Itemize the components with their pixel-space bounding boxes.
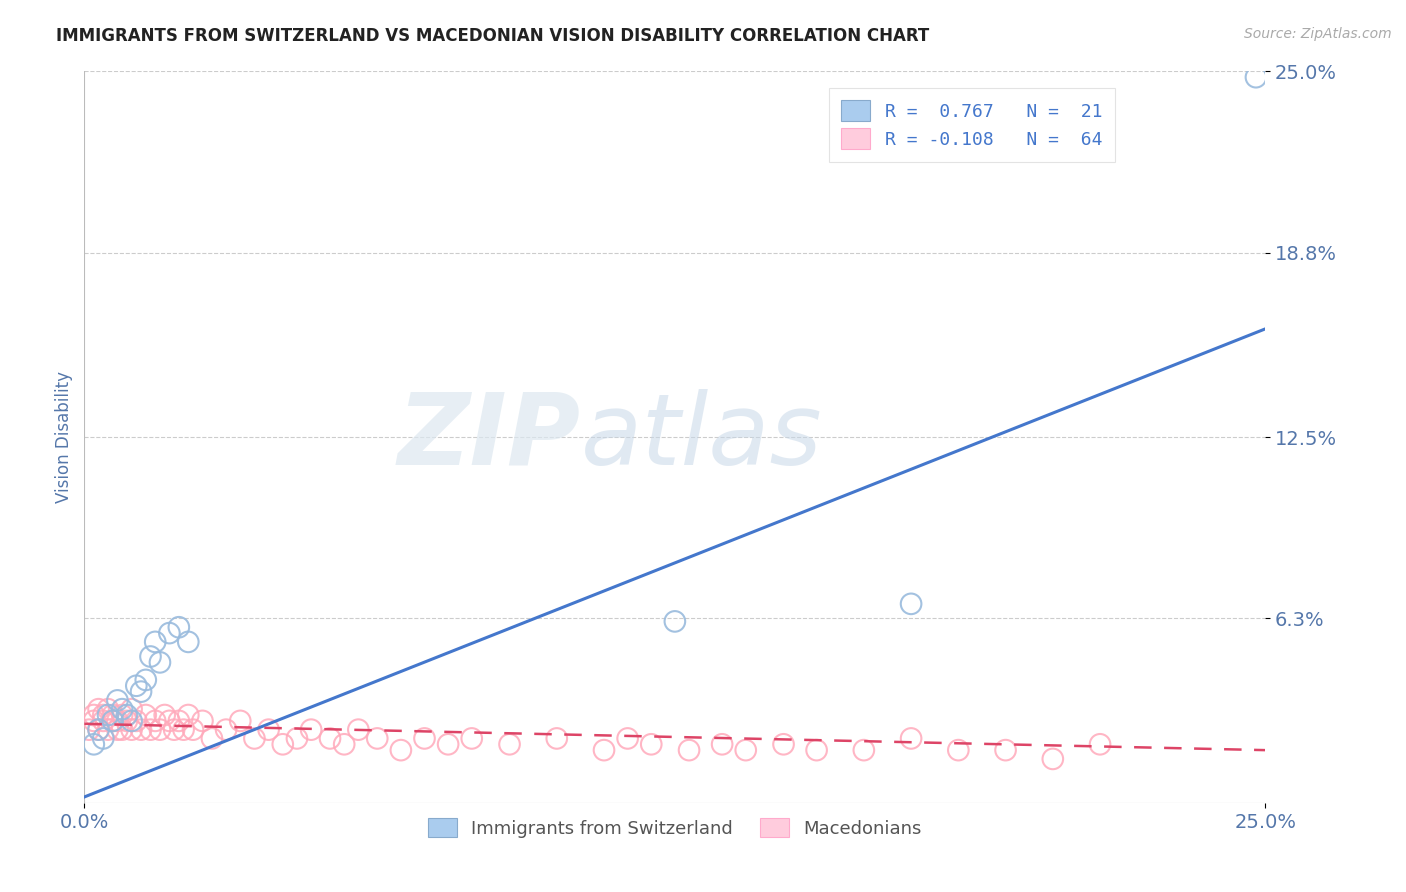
Point <box>111 708 134 723</box>
Point <box>97 723 120 737</box>
Point <box>640 737 662 751</box>
Point <box>157 714 180 728</box>
Point <box>546 731 568 746</box>
Point <box>664 615 686 629</box>
Point <box>177 635 200 649</box>
Point <box>177 708 200 723</box>
Point <box>101 714 124 728</box>
Point <box>97 702 120 716</box>
Point <box>271 737 294 751</box>
Point <box>772 737 794 751</box>
Point <box>711 737 734 751</box>
Point <box>157 626 180 640</box>
Point <box>389 743 412 757</box>
Point <box>91 708 114 723</box>
Point <box>143 714 166 728</box>
Point <box>121 714 143 728</box>
Point <box>83 737 105 751</box>
Point <box>1042 752 1064 766</box>
Point <box>347 723 370 737</box>
Point <box>201 731 224 746</box>
Point <box>125 679 148 693</box>
Point <box>167 620 190 634</box>
Point <box>167 714 190 728</box>
Point <box>437 737 460 751</box>
Point <box>285 731 308 746</box>
Point <box>1244 70 1267 85</box>
Point <box>1088 737 1111 751</box>
Point <box>83 714 105 728</box>
Point <box>948 743 970 757</box>
Point <box>333 737 356 751</box>
Point <box>107 723 129 737</box>
Point <box>135 708 157 723</box>
Point <box>181 723 204 737</box>
Point <box>461 731 484 746</box>
Point <box>125 714 148 728</box>
Point <box>129 684 152 698</box>
Point <box>149 723 172 737</box>
Point <box>143 635 166 649</box>
Point <box>900 597 922 611</box>
Point <box>243 731 266 746</box>
Point <box>115 714 138 728</box>
Point <box>115 708 138 723</box>
Point <box>173 723 195 737</box>
Point <box>101 708 124 723</box>
Legend: Immigrants from Switzerland, Macedonians: Immigrants from Switzerland, Macedonians <box>420 811 929 845</box>
Text: Source: ZipAtlas.com: Source: ZipAtlas.com <box>1244 27 1392 41</box>
Point <box>149 656 172 670</box>
Point <box>101 714 124 728</box>
Point <box>734 743 756 757</box>
Point <box>163 723 186 737</box>
Point <box>413 731 436 746</box>
Point <box>121 702 143 716</box>
Point <box>97 708 120 723</box>
Point <box>107 693 129 707</box>
Point <box>129 723 152 737</box>
Point <box>111 702 134 716</box>
Text: ZIP: ZIP <box>398 389 581 485</box>
Point <box>107 714 129 728</box>
Point <box>121 723 143 737</box>
Point <box>139 649 162 664</box>
Point <box>111 723 134 737</box>
Point <box>994 743 1017 757</box>
Text: atlas: atlas <box>581 389 823 485</box>
Point <box>91 731 114 746</box>
Point <box>616 731 638 746</box>
Point <box>87 723 110 737</box>
Point <box>299 723 322 737</box>
Point <box>852 743 875 757</box>
Point <box>139 723 162 737</box>
Point <box>900 731 922 746</box>
Point <box>87 723 110 737</box>
Point <box>135 673 157 687</box>
Point <box>83 708 105 723</box>
Point <box>593 743 616 757</box>
Point <box>77 723 100 737</box>
Point <box>191 714 214 728</box>
Point <box>806 743 828 757</box>
Point <box>257 723 280 737</box>
Point <box>319 731 342 746</box>
Point <box>87 702 110 716</box>
Point <box>153 708 176 723</box>
Text: IMMIGRANTS FROM SWITZERLAND VS MACEDONIAN VISION DISABILITY CORRELATION CHART: IMMIGRANTS FROM SWITZERLAND VS MACEDONIA… <box>56 27 929 45</box>
Point <box>215 723 238 737</box>
Point <box>229 714 252 728</box>
Point <box>366 731 388 746</box>
Point <box>498 737 520 751</box>
Point <box>91 714 114 728</box>
Y-axis label: Vision Disability: Vision Disability <box>55 371 73 503</box>
Point <box>678 743 700 757</box>
